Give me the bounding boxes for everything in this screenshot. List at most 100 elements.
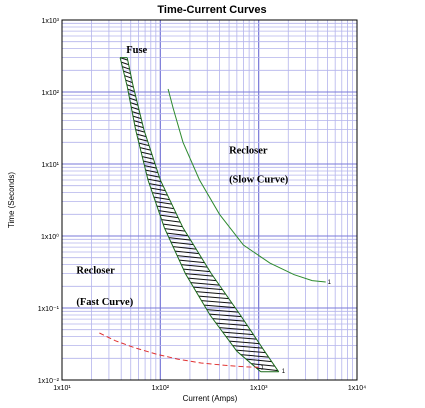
fuse-hatch-line bbox=[150, 187, 166, 192]
annotations: Fuse Recloser (Slow Curve) Recloser (Fast Cu… bbox=[76, 45, 288, 308]
fuse-hatch-line bbox=[175, 250, 200, 255]
fuse-hatch-line bbox=[177, 255, 202, 259]
fuse-hatch-line bbox=[145, 169, 159, 174]
fuse-hatch-line bbox=[185, 273, 214, 277]
fuse-hatch-line bbox=[204, 304, 236, 309]
recloser-slow-curve bbox=[167, 88, 326, 283]
fuse-hatch-line bbox=[127, 88, 135, 93]
annotation-label: (Slow Curve) bbox=[229, 175, 289, 186]
fuse-hatch-line bbox=[183, 268, 211, 273]
fuse-hatch-line bbox=[153, 196, 170, 201]
fuse-hatch-line bbox=[161, 219, 181, 223]
fuse-hatch-line bbox=[152, 192, 168, 196]
recloser-fast-curve bbox=[99, 332, 259, 368]
fuse-hatch-line bbox=[166, 232, 188, 237]
fuse-hatch-line bbox=[155, 201, 172, 205]
fuse-hatch-line bbox=[206, 309, 239, 313]
plot-marks: 1 1 1 bbox=[99, 57, 332, 375]
fuse-hatch-line bbox=[160, 214, 179, 219]
fuse-hatch-line bbox=[215, 322, 248, 327]
y-tick-label: 1x10⁻² bbox=[38, 378, 60, 385]
y-tick-label: 1x10¹ bbox=[41, 162, 59, 169]
fuse-max-curve bbox=[126, 57, 280, 373]
fuse-hatch-line bbox=[156, 205, 174, 210]
fuse-hatch-line bbox=[158, 210, 177, 214]
fuse-hatch-line bbox=[179, 259, 205, 264]
fuse-hatch-line bbox=[240, 354, 269, 358]
fuse-hatch-line bbox=[235, 349, 266, 354]
fuse-hatch-line bbox=[138, 142, 150, 147]
fuse-hatch-line bbox=[229, 340, 260, 345]
tick-labels: 1x10¹ 1x10² 1x10³ 1x10⁴ 1x10³ 1x10² 1x10¹ 1x10⁰… bbox=[38, 18, 366, 392]
fuse-hatch-line bbox=[188, 277, 217, 282]
fuse-hatch-line bbox=[132, 115, 142, 120]
x-tick-label: 1x10³ bbox=[250, 385, 268, 392]
fuse-hatch-line bbox=[245, 358, 272, 363]
fuse-min-curve bbox=[119, 57, 262, 373]
fuse-hatch-line bbox=[125, 79, 133, 84]
fuse-hatch-line bbox=[225, 336, 257, 340]
annotation-label: Fuse bbox=[126, 45, 147, 56]
fuse-hatch-line bbox=[131, 111, 141, 115]
fuse-hatch-line bbox=[196, 291, 226, 295]
y-tick-label: 1x10² bbox=[41, 90, 59, 97]
recloser-fast-curve-end-label: 1 bbox=[261, 365, 265, 371]
fuse-hatch-line bbox=[147, 178, 162, 183]
fuse-hatch-line bbox=[146, 174, 160, 178]
x-tick-label: 1x10⁴ bbox=[348, 385, 366, 392]
fuse-hatch-line bbox=[123, 70, 131, 75]
annotation-label: (Fast Curve) bbox=[76, 297, 133, 308]
fuse-hatch-line bbox=[149, 183, 164, 187]
fuse-hatch-line bbox=[193, 286, 223, 291]
fuse-hatch-line bbox=[133, 120, 143, 124]
fuse-hatch-line bbox=[130, 102, 139, 106]
x-axis-label: Current (Amps) bbox=[183, 394, 238, 403]
fuse-hatch-line bbox=[128, 93, 136, 97]
fuse-hatch-line bbox=[209, 313, 242, 318]
annotation-label: Recloser bbox=[76, 266, 115, 277]
fuse-hatch-line bbox=[143, 160, 156, 165]
fuse-hatch-line bbox=[170, 241, 194, 246]
fuse-hatch-line bbox=[163, 223, 183, 228]
fuse-hatch-line bbox=[142, 156, 154, 160]
fuse-hatch-line bbox=[136, 133, 147, 138]
fuse-hatch-line bbox=[131, 106, 140, 111]
x-tick-label: 1x10² bbox=[152, 385, 170, 392]
fuse-hatch-line bbox=[168, 237, 191, 241]
chart-title: Time-Current Curves bbox=[157, 4, 266, 16]
y-axis-label: Time (Seconds) bbox=[7, 172, 16, 229]
fuse-hatch-line bbox=[190, 282, 220, 286]
fuse-hatch-line bbox=[251, 363, 275, 367]
fuse-end-label: 1 bbox=[282, 369, 286, 375]
fuse-hatch-line bbox=[172, 246, 197, 250]
fuse-hatch-line bbox=[232, 345, 263, 349]
fuse-hatch-line bbox=[141, 151, 153, 156]
fuse-hatch-line bbox=[135, 129, 145, 133]
fuse-hatch-line bbox=[121, 61, 129, 66]
y-tick-label: 1x10⁰ bbox=[41, 233, 59, 241]
fuse-band: 1 bbox=[119, 57, 286, 375]
fuse-hatch-line bbox=[126, 84, 134, 88]
recloser-slow-curve-end-label: 1 bbox=[328, 280, 332, 286]
fuse-hatch-line bbox=[222, 331, 254, 336]
fuse-hatch-line bbox=[198, 295, 229, 300]
annotation-label: Recloser bbox=[229, 145, 268, 156]
x-tick-label: 1x10¹ bbox=[53, 385, 71, 392]
fuse-hatch-line bbox=[144, 165, 157, 169]
fuse-hatch-line bbox=[129, 97, 137, 102]
fuse-hatch-line bbox=[122, 66, 130, 70]
y-tick-label: 1x10³ bbox=[41, 18, 59, 25]
fuse-hatch-line bbox=[219, 327, 251, 331]
fuse-hatch-line bbox=[139, 147, 151, 151]
fuse-hatch-line bbox=[201, 300, 233, 304]
y-tick-label: 1x10⁻¹ bbox=[38, 306, 60, 313]
fuse-hatch-line bbox=[134, 124, 144, 129]
fuse-hatch-line bbox=[181, 264, 208, 268]
grid bbox=[61, 19, 358, 381]
fuse-hatch-line bbox=[164, 228, 186, 232]
fuse-hatch-line bbox=[256, 367, 279, 372]
fuse-hatch-line bbox=[124, 75, 132, 79]
plot-frame bbox=[61, 19, 358, 381]
fuse-hatch-line bbox=[212, 318, 245, 322]
